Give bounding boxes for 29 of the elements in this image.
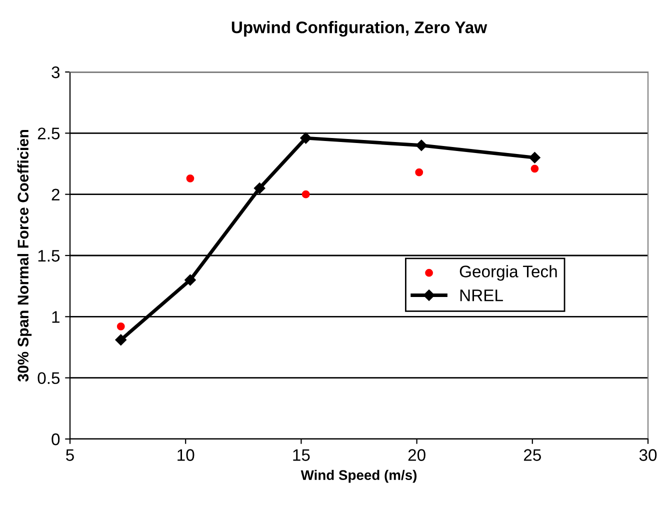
x-axis-title: Wind Speed (m/s) [300,470,417,483]
point [530,164,539,173]
x-tick-label: 15 [293,449,310,461]
point [254,182,266,194]
point [302,190,310,198]
point [116,322,125,330]
y-tick-label: 3 [52,66,60,78]
x-tick-label: 5 [66,449,74,461]
y-tick-label: 2 [52,188,60,200]
x-tick-label: 25 [524,449,541,461]
y-tick-label: 1 [52,311,60,323]
y-tick-label: 1.5 [38,250,60,262]
legend-label: Georgia Tech [460,265,557,281]
point [300,132,312,144]
x-tick-label: 20 [408,449,426,461]
point [115,334,126,346]
y-tick-label: 0 [52,433,60,446]
point [184,274,196,286]
point [529,152,540,164]
y-tick-label: 2.5 [38,128,60,140]
legend-label: NREL [460,290,503,302]
x-tick-label: 30 [639,449,657,461]
point [186,174,194,182]
y-tick-label: 0.5 [38,372,60,384]
point [416,140,428,152]
chart-title: Upwind Configuration, Zero Yaw [232,21,488,37]
y-axis-title: 30% Span Normal Force Coefficien [17,130,32,382]
point [415,168,424,176]
x-tick-label: 10 [178,449,194,461]
